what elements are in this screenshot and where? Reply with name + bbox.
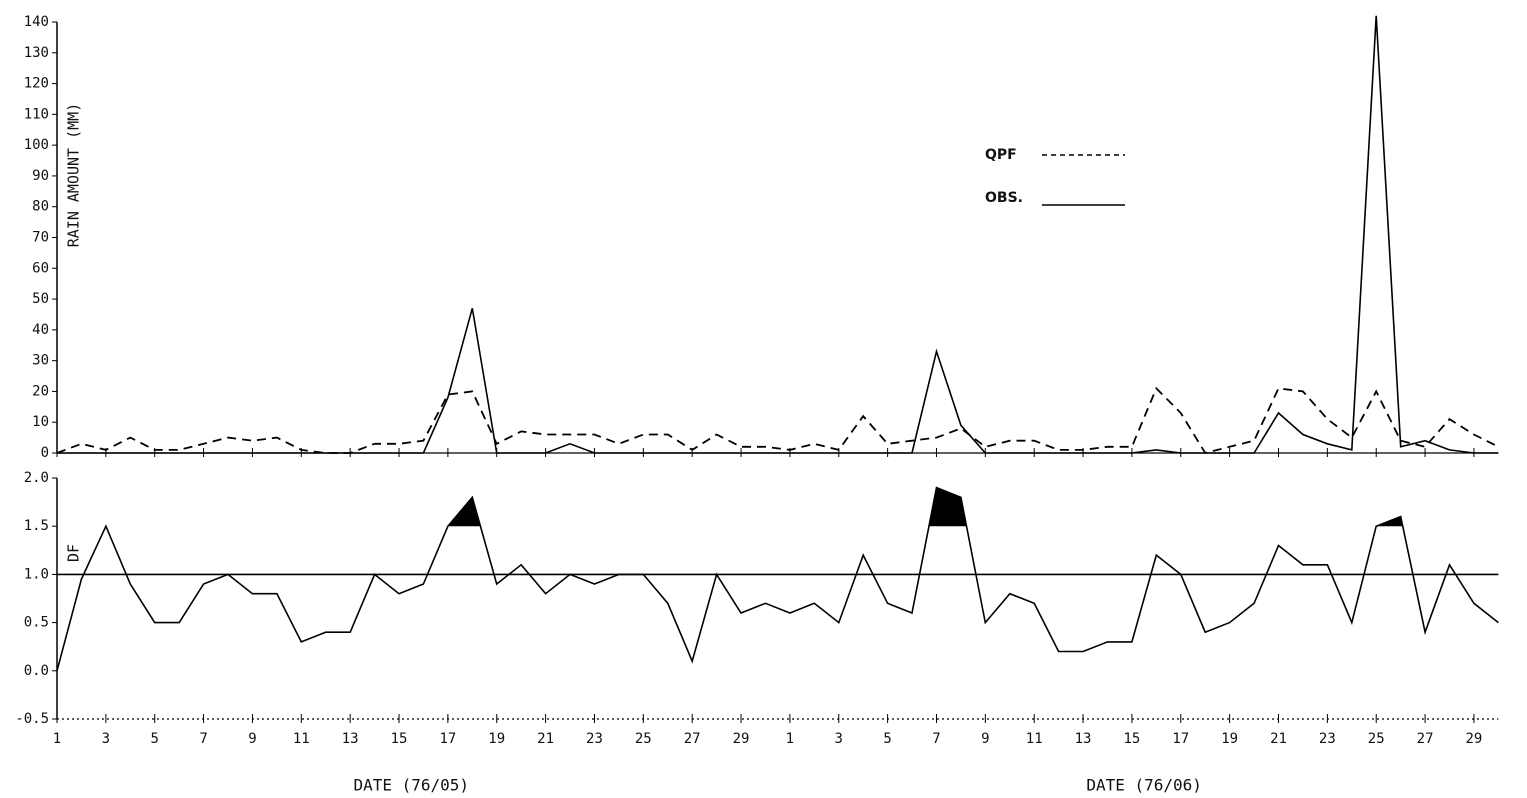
x-tick-label: 27 bbox=[1417, 731, 1434, 747]
y-tick-label: 60 bbox=[32, 260, 49, 276]
x-tick-label: 11 bbox=[1026, 731, 1043, 747]
x-tick-label: 25 bbox=[1368, 731, 1385, 747]
x-tick-label: 15 bbox=[1123, 731, 1140, 747]
x-tick-label: 25 bbox=[635, 731, 652, 747]
series-line bbox=[56, 386, 1499, 455]
y-tick-label: 140 bbox=[24, 14, 49, 30]
x-tick-label: 21 bbox=[537, 731, 554, 747]
x-tick-label: 5 bbox=[151, 731, 159, 747]
x-tick-label: 5 bbox=[883, 731, 891, 747]
x-tick-label: 17 bbox=[1172, 731, 1189, 747]
x-tick-label: 1 bbox=[786, 731, 794, 747]
x-tick-label: 27 bbox=[684, 731, 701, 747]
y-axis-label: RAIN AMOUNT (MM) bbox=[65, 103, 83, 248]
x-tick-label: 29 bbox=[1466, 731, 1483, 747]
y-tick-label: 110 bbox=[24, 106, 49, 122]
x-tick-label: 19 bbox=[1221, 731, 1238, 747]
x-tick-label: 13 bbox=[1075, 731, 1092, 747]
x-tick-label: 23 bbox=[586, 731, 603, 747]
y-tick-label: 10 bbox=[32, 414, 49, 430]
y-tick-label: 50 bbox=[32, 291, 49, 307]
x-tick-label: 19 bbox=[488, 731, 505, 747]
x-axis-label: DATE (76/06) bbox=[1086, 776, 1202, 795]
y-tick-label: -0.5 bbox=[15, 711, 49, 727]
x-tick-label: 7 bbox=[199, 731, 207, 747]
x-tick-label: 3 bbox=[102, 731, 110, 747]
y-tick-label: 0.0 bbox=[24, 663, 49, 679]
y-tick-label: 80 bbox=[32, 199, 49, 215]
y-tick-label: 30 bbox=[32, 353, 49, 369]
y-tick-label: 1.0 bbox=[24, 566, 49, 582]
y-tick-label: 0 bbox=[41, 445, 49, 461]
x-tick-label: 15 bbox=[391, 731, 408, 747]
legend-label: OBS. bbox=[985, 190, 1023, 206]
y-tick-label: 2.0 bbox=[24, 470, 49, 486]
y-tick-label: 120 bbox=[24, 76, 49, 92]
legend-label: QPF bbox=[985, 147, 1017, 163]
x-tick-label: 17 bbox=[439, 731, 456, 747]
y-tick-label: 40 bbox=[32, 322, 49, 338]
x-tick-label: 13 bbox=[342, 731, 359, 747]
y-tick-label: 130 bbox=[24, 45, 49, 61]
x-tick-label: 29 bbox=[733, 731, 750, 747]
x-tick-label: 9 bbox=[981, 731, 989, 747]
x-tick-label: 7 bbox=[932, 731, 940, 747]
x-tick-label: 3 bbox=[835, 731, 843, 747]
y-axis-label: DF bbox=[65, 544, 83, 562]
legend: QPF OBS. bbox=[985, 147, 1125, 206]
x-tick-label: 23 bbox=[1319, 731, 1336, 747]
y-tick-label: 0.5 bbox=[24, 615, 49, 631]
x-tick-label: 11 bbox=[293, 731, 310, 747]
y-tick-label: 90 bbox=[32, 168, 49, 184]
y-tick-label: 100 bbox=[24, 137, 49, 153]
x-tick-label: 9 bbox=[248, 731, 256, 747]
y-tick-label: 20 bbox=[32, 383, 49, 399]
x-tick-label: 21 bbox=[1270, 731, 1287, 747]
series-line bbox=[56, 486, 1499, 672]
exceedance-fill bbox=[447, 487, 1403, 527]
x-axis-label: DATE (76/05) bbox=[353, 776, 469, 795]
y-tick-label: 70 bbox=[32, 230, 49, 246]
series-line bbox=[57, 15, 1499, 454]
x-tick-label: 1 bbox=[53, 731, 61, 747]
y-tick-label: 1.5 bbox=[24, 518, 49, 534]
